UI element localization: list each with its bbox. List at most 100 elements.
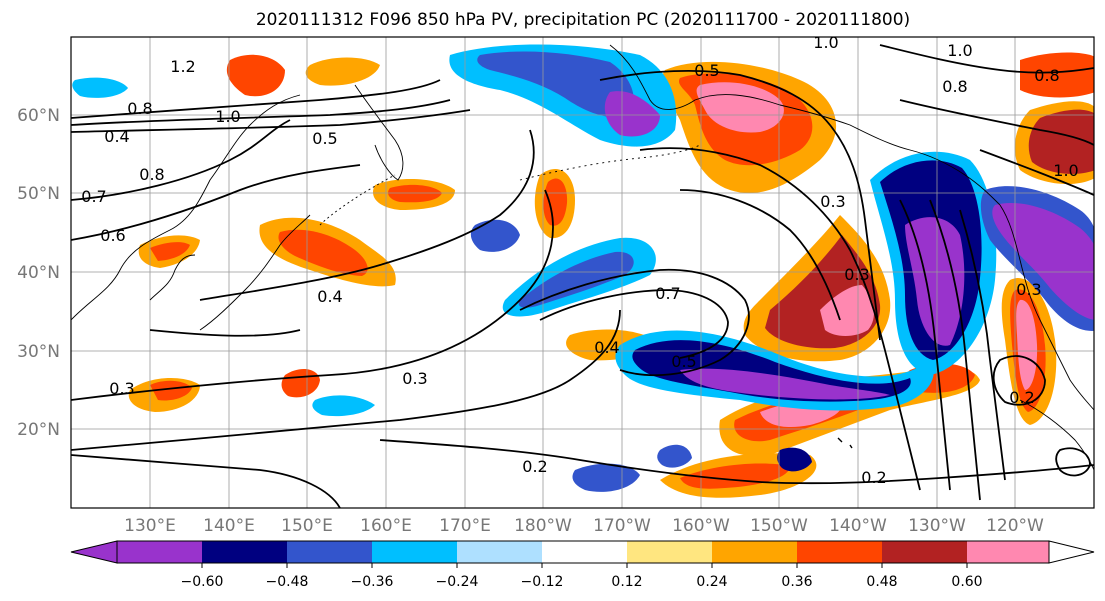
colorbar-tick-label: −0.60 — [181, 574, 224, 590]
precip-blob-nw-pacific-core — [150, 380, 192, 401]
lon-label: 180°W — [514, 516, 572, 536]
coastlines — [71, 44, 1094, 471]
colorbar-segment — [797, 541, 882, 563]
contour-label: 0.7 — [655, 284, 680, 303]
map-panel: 1.2 0.8 1.0 0.8 0.4 0.7 0.6 0.5 0.4 0.3 … — [17, 33, 1095, 536]
contour-label: 0.3 — [820, 192, 845, 211]
colorbar-segment — [117, 541, 202, 563]
pv-contour — [899, 99, 1094, 146]
precip-blob-us-west-max — [1016, 299, 1038, 390]
graticule — [71, 37, 1094, 508]
precip-blob-kuril-core — [388, 184, 442, 203]
precip-blob-kamchatka — [305, 57, 380, 86]
contour-label: 0.5 — [312, 129, 337, 148]
pv-contour — [992, 355, 1046, 406]
precip-blob-sea-okhotsk — [657, 444, 692, 468]
lon-label: 130°W — [908, 516, 966, 536]
colorbar-tick-label: 0.60 — [951, 574, 982, 590]
contour-label: 0.3 — [109, 379, 134, 398]
precip-blob-canada-coast-max — [992, 202, 1094, 320]
contour-label: 0.3 — [402, 369, 427, 388]
contour-label: 1.0 — [947, 41, 972, 60]
contour-label: 0.5 — [694, 61, 719, 80]
precip-blob-south-band-core — [632, 340, 911, 402]
colorbar-segment — [372, 541, 457, 563]
lat-label: 60°N — [17, 106, 60, 126]
contour-label: 0.6 — [100, 226, 125, 245]
pv-contours — [71, 44, 1094, 508]
pv-contour — [639, 147, 921, 491]
pv-contour — [539, 289, 729, 359]
pv-contour — [929, 199, 981, 501]
contour-label: 0.8 — [127, 99, 152, 118]
pv-contour — [71, 164, 361, 241]
coastline-aleutians — [519, 144, 701, 181]
pv-contour — [71, 109, 471, 133]
colorbar-segment — [627, 541, 712, 563]
longitude-labels: 130°E 140°E 150°E 160°E 170°E 180°W 170°… — [124, 516, 1044, 536]
colorbar-tick-label: −0.24 — [436, 574, 479, 590]
contour-label: 0.2 — [861, 468, 886, 487]
precip-blob-west-pacific — [312, 395, 375, 417]
pv-contour — [71, 79, 441, 119]
lon-label: 170°W — [593, 516, 651, 536]
figure-title: 2020111312 F096 850 hPa PV, precipitatio… — [256, 10, 910, 30]
colorbar-tick-label: −0.36 — [351, 574, 394, 590]
precip-blob-bering-core — [477, 51, 634, 118]
pv-contour — [979, 149, 1094, 196]
lon-label: 140°E — [203, 516, 255, 536]
contour-label: 1.0 — [1053, 161, 1078, 180]
colorbar-segment — [457, 541, 542, 563]
precip-blob-tropic-west — [572, 463, 640, 492]
coastline-alaska — [609, 44, 1001, 206]
pv-contour — [519, 268, 750, 377]
colorbar-segment — [202, 541, 287, 563]
pv-contour — [679, 189, 841, 321]
colorbar-max-extension — [1048, 540, 1095, 564]
contour-label: 1.2 — [170, 57, 195, 76]
colorbar-tick-label: 0.24 — [696, 574, 727, 590]
latitude-labels: 60°N 50°N 40°N 30°N 20°N — [17, 106, 60, 440]
contour-label: 0.2 — [1009, 388, 1034, 407]
contour-label: 0.8 — [139, 165, 164, 184]
precip-blob-ne-corner — [1020, 52, 1094, 98]
precip-blob-central-north-core — [543, 178, 568, 226]
pv-contour — [379, 439, 1094, 485]
pv-contour — [959, 209, 1006, 481]
precip-blob-gulf-alaska-max — [905, 217, 965, 346]
lon-label: 170°E — [439, 516, 491, 536]
colorbar-tick-label: −0.12 — [521, 574, 564, 590]
pv-contour — [879, 44, 1094, 74]
precip-blob-gulf-arc-max — [820, 285, 874, 336]
colorbar-tick-label: −0.48 — [266, 574, 309, 590]
lat-label: 50°N — [17, 184, 60, 204]
contour-label: 1.0 — [813, 33, 838, 52]
lon-label: 150°W — [750, 516, 808, 536]
coastline-hawaii — [837, 437, 853, 449]
colorbar-segment — [967, 541, 1049, 563]
precip-blob-japan-sea-core — [278, 229, 368, 276]
precip-blob-nw-corner — [72, 77, 128, 98]
pv-contour — [71, 454, 341, 508]
contour-label: 0.4 — [317, 287, 342, 306]
pv-contour — [1055, 447, 1091, 477]
coastline-korea — [149, 254, 196, 301]
colorbar-segment — [712, 541, 797, 563]
coastline-japan — [199, 214, 311, 331]
colorbar-tick-label: 0.12 — [611, 574, 642, 590]
lat-label: 40°N — [17, 263, 60, 283]
pv-contour — [599, 69, 881, 341]
pv-contour — [71, 119, 291, 201]
colorbar-tick-labels: −0.60 −0.48 −0.36 −0.24 −0.12 0.12 0.24 … — [181, 574, 983, 590]
colorbar-tick-label: 0.48 — [866, 574, 897, 590]
lon-label: 160°W — [672, 516, 730, 536]
contour-labels: 1.2 0.8 1.0 0.8 0.4 0.7 0.6 0.5 0.4 0.3 … — [81, 33, 1078, 487]
contour-label: 0.7 — [81, 187, 106, 206]
pv-contour — [199, 129, 535, 301]
coastline-na-west — [999, 204, 1094, 411]
colorbar-min-extension — [70, 540, 118, 564]
contour-label: 0.2 — [522, 457, 547, 476]
lon-label: 160°E — [360, 516, 412, 536]
coastline-kurils — [319, 174, 396, 226]
